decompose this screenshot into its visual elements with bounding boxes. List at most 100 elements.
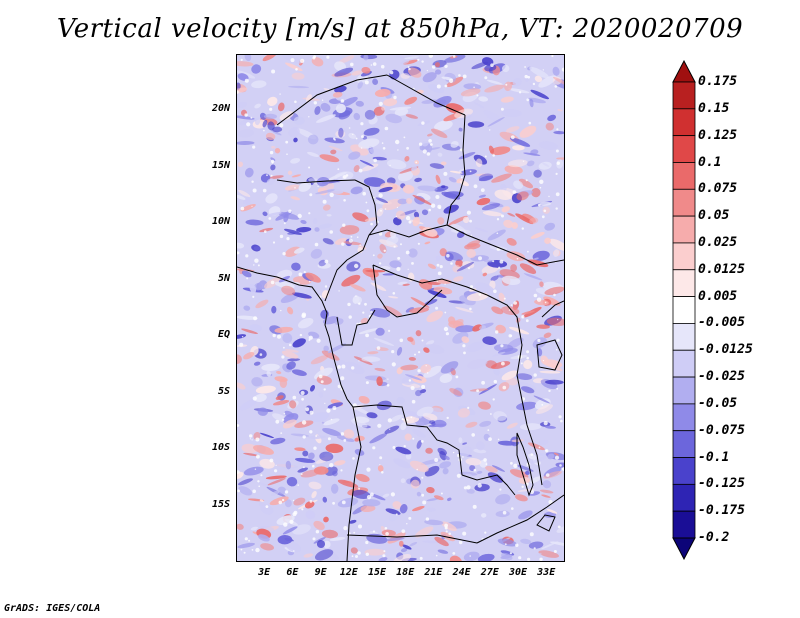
field-speckle [321,99,324,101]
field-speckle [496,232,499,235]
field-cell [426,310,443,323]
field-cell [404,56,419,60]
field-cell [422,227,438,237]
field-cell [237,61,254,67]
field-speckle [472,504,477,509]
field-speckle [490,413,492,415]
field-cell [513,180,524,189]
field-speckle [251,180,254,183]
field-speckle [444,64,448,68]
field-speckle [396,206,398,208]
colorbar-swatch [672,242,696,271]
field-cell [519,125,537,138]
field-cell [538,439,549,446]
field-cell [285,246,301,257]
field-speckle [545,473,550,477]
field-cell [501,206,510,213]
field-speckle [379,464,381,466]
field-speckle [297,484,299,486]
field-speckle [357,551,361,555]
field-speckle [425,365,427,367]
field-cell [294,447,306,452]
field-speckle [350,235,353,238]
field-cell [475,282,496,296]
field-cell [412,194,432,206]
field-cell [440,161,447,166]
field-cell [386,55,405,59]
field-cell [237,118,258,126]
field-cell [293,116,305,125]
field-speckle [440,492,443,495]
field-cell [476,441,485,451]
field-cell [553,130,564,135]
field-cell [270,157,276,161]
field-speckle [522,160,525,162]
field-speckle [414,353,416,356]
field-speckle [312,56,316,60]
field-speckle [480,188,485,193]
field-cell [531,456,547,464]
longitude-label: 3E [258,567,271,578]
field-cell [310,355,329,365]
field-speckle [395,139,400,145]
field-speckle [492,154,495,157]
field-speckle [428,55,433,58]
field-cell [352,295,360,304]
field-cell [399,503,408,514]
field-speckle [283,412,286,415]
field-cell [293,497,306,506]
field-speckle [502,510,507,515]
field-cell [282,526,298,535]
field-cell [369,168,379,176]
field-speckle [256,454,260,459]
field-cell [423,347,430,353]
field-speckle [389,428,391,430]
field-cell [422,540,439,544]
field-cell [332,91,343,98]
colorbar-swatch [672,403,696,432]
field-speckle [476,94,479,97]
field-speckle [370,64,373,66]
field-cell [458,127,463,132]
field-cell [323,418,340,426]
field-cell [267,478,286,486]
field-cell [241,443,258,454]
field-cell [310,248,323,259]
field-speckle [301,313,306,319]
field-speckle [240,548,243,551]
field-speckle [434,458,439,462]
field-cell [442,468,449,475]
field-cell [395,446,412,455]
field-speckle [425,517,430,521]
field-speckle [477,483,482,488]
field-cell [502,64,510,73]
field-speckle [370,310,373,314]
field-cell [357,245,367,250]
field-speckle [505,83,508,86]
field-speckle [301,508,304,511]
field-speckle [437,204,442,209]
field-speckle [458,540,463,545]
border-angola-zambia [461,474,516,496]
field-cell [290,196,301,201]
colorbar [672,60,696,560]
field-cell [348,151,361,160]
colorbar-level-label: 0.025 [698,234,738,250]
field-speckle [498,266,501,269]
field-cell [518,510,533,520]
field-cell [491,173,512,183]
field-cell [319,154,340,163]
field-cell [435,69,442,75]
field-cell [335,103,346,114]
field-cell [504,165,523,175]
field-speckle [559,464,562,467]
field-speckle [272,241,276,244]
field-speckle [401,418,404,421]
field-speckle [263,129,265,132]
field-speckle [418,142,423,146]
field-cell [443,204,459,214]
field-cell [460,446,472,457]
field-cell [400,364,419,371]
colorbar-level-label: -0.005 [698,315,745,331]
field-cell [400,73,410,79]
